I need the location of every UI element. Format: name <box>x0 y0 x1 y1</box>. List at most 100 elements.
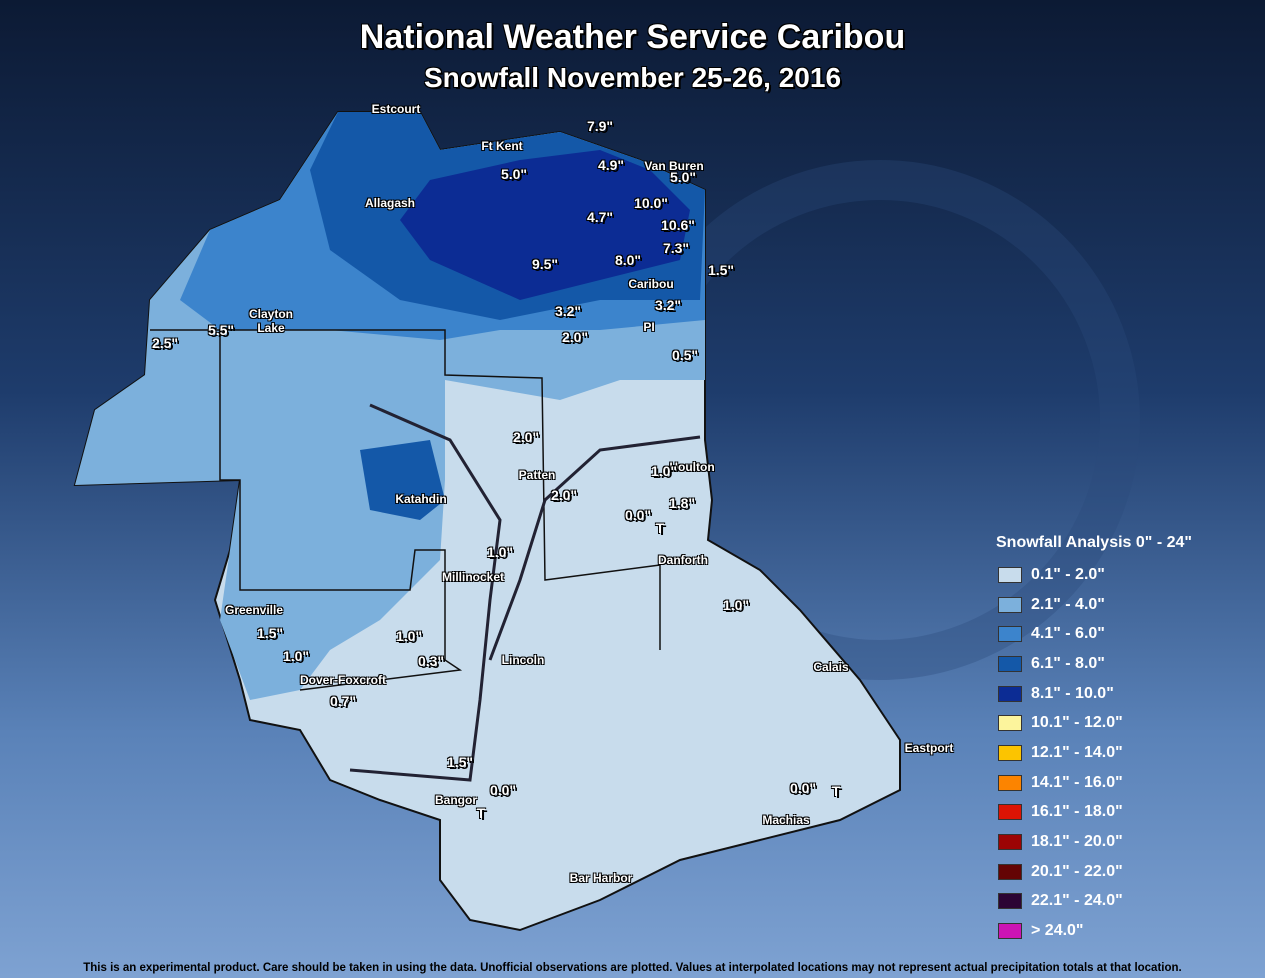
place-label: Ft Kent <box>481 139 523 153</box>
observation-label: 10.0" <box>634 195 668 211</box>
snow-region-8-10 <box>400 150 690 300</box>
place-label: Clayton Lake <box>248 307 294 335</box>
legend-item: > 24.0" <box>996 916 1192 946</box>
place-label: Houlton <box>669 460 715 474</box>
observation-label: 8.0" <box>614 252 642 268</box>
place-label: Greenville <box>224 603 284 617</box>
legend-label: 22.1" - 24.0" <box>1031 892 1123 910</box>
observation-label: 1.0" <box>486 544 514 560</box>
observation-label: 7.9" <box>586 118 614 134</box>
observation-label: 10.6" <box>661 217 695 233</box>
place-label: Millinocket <box>441 570 505 584</box>
observation-label: 1.0" <box>722 597 750 613</box>
legend: Snowfall Analysis 0" - 24" 0.1" - 2.0" 2.… <box>996 534 1192 946</box>
observation-label: 0.0" <box>624 507 652 523</box>
legend-items: 0.1" - 2.0" 2.1" - 4.0" 4.1" - 6.0" 6.1" - … <box>996 560 1192 946</box>
observation-label: 0.0" <box>489 782 517 798</box>
legend-label: 20.1" - 22.0" <box>1031 862 1123 880</box>
legend-swatch <box>998 834 1022 851</box>
legend-swatch <box>998 893 1022 910</box>
observation-label: 2.0" <box>512 429 540 445</box>
legend-swatch <box>998 744 1022 761</box>
observation-label: T <box>831 783 841 799</box>
observation-label: 5.5" <box>207 322 235 338</box>
legend-swatch <box>998 715 1022 732</box>
legend-label: 4.1" - 6.0" <box>1031 625 1105 643</box>
legend-item: 4.1" - 6.0" <box>996 619 1192 649</box>
county-lines <box>150 329 661 650</box>
observation-label: 1.5" <box>446 754 474 770</box>
observation-label: 0.7" <box>329 693 357 709</box>
legend-item: 0.1" - 2.0" <box>996 560 1192 590</box>
observation-label: 7.3" <box>662 240 690 256</box>
footer: This is an experimental product. Care sh… <box>83 962 1182 974</box>
observation-label: 2.0" <box>561 329 589 345</box>
legend-swatch <box>998 566 1022 583</box>
legend-item: 20.1" - 22.0" <box>996 857 1192 887</box>
observation-label: 5.0" <box>500 166 528 182</box>
observation-label: 1.5" <box>707 262 735 278</box>
legend-label: 12.1" - 14.0" <box>1031 743 1123 761</box>
observation-label: 9.5" <box>531 256 559 272</box>
legend-item: 14.1" - 16.0" <box>996 768 1192 798</box>
place-label: Patten <box>518 468 556 482</box>
observation-label: 4.9" <box>597 157 625 173</box>
roads <box>349 403 502 782</box>
legend-swatch <box>998 804 1022 821</box>
legend-label: 2.1" - 4.0" <box>1031 595 1105 613</box>
place-label: Bar Harbor <box>569 871 633 885</box>
legend-label: 0.1" - 2.0" <box>1031 565 1105 583</box>
observation-label: 3.2" <box>654 297 682 313</box>
place-label: Eastport <box>904 741 954 755</box>
snow-region-katahdin <box>360 440 445 520</box>
observation-label: 3.2" <box>554 303 582 319</box>
legend-label: 18.1" - 20.0" <box>1031 833 1123 851</box>
place-label: Lincoln <box>501 653 545 667</box>
place-label: Estcourt <box>371 102 421 116</box>
legend-item: 10.1" - 12.0" <box>996 708 1192 738</box>
place-label: Calais <box>813 660 849 674</box>
legend-label: 8.1" - 10.0" <box>1031 684 1114 702</box>
place-label: PI <box>643 320 655 334</box>
legend-swatch <box>998 863 1022 880</box>
legend-swatch <box>998 626 1022 643</box>
place-label: Dover-Foxcroft <box>299 673 387 687</box>
place-label: Katahdin <box>395 492 447 506</box>
observation-label: 1.8" <box>668 495 696 511</box>
legend-item: 18.1" - 20.0" <box>996 827 1192 857</box>
legend-swatch <box>998 774 1022 791</box>
legend-label: > 24.0" <box>1031 922 1084 940</box>
place-label: Bangor <box>435 793 477 807</box>
observation-label: 1.5" <box>256 625 284 641</box>
legend-swatch <box>998 596 1022 613</box>
title: National Weather Service Caribou <box>359 18 906 56</box>
place-label: Danforth <box>658 553 708 567</box>
legend-label: 6.1" - 8.0" <box>1031 654 1105 672</box>
legend-item: 6.1" - 8.0" <box>996 649 1192 679</box>
legend-item: 22.1" - 24.0" <box>996 887 1192 917</box>
roads <box>488 435 701 661</box>
legend-item: 8.1" - 10.0" <box>996 679 1192 709</box>
observation-label: 1.0" <box>282 648 310 664</box>
place-label: Machias <box>762 813 810 827</box>
county-lines <box>219 330 463 691</box>
legend-label: 10.1" - 12.0" <box>1031 714 1123 732</box>
observation-label: 0.3" <box>417 653 445 669</box>
observation-label: T <box>476 805 486 821</box>
legend-swatch <box>998 655 1022 672</box>
legend-label: 14.1" - 16.0" <box>1031 773 1123 791</box>
legend-label: 16.1" - 18.0" <box>1031 803 1123 821</box>
place-label: Allagash <box>364 196 416 210</box>
observation-label: 0.5" <box>671 347 699 363</box>
observation-label: T <box>655 520 665 536</box>
place-label: Caribou <box>628 277 674 291</box>
place-label: Van Buren <box>644 159 704 173</box>
observation-label: 2.5" <box>151 335 179 351</box>
observation-label: 4.7" <box>586 209 614 225</box>
legend-item: 16.1" - 18.0" <box>996 798 1192 828</box>
observation-label: 1.0" <box>650 463 678 479</box>
legend-title: Snowfall Analysis 0" - 24" <box>996 534 1192 551</box>
legend-item: 2.1" - 4.0" <box>996 590 1192 620</box>
